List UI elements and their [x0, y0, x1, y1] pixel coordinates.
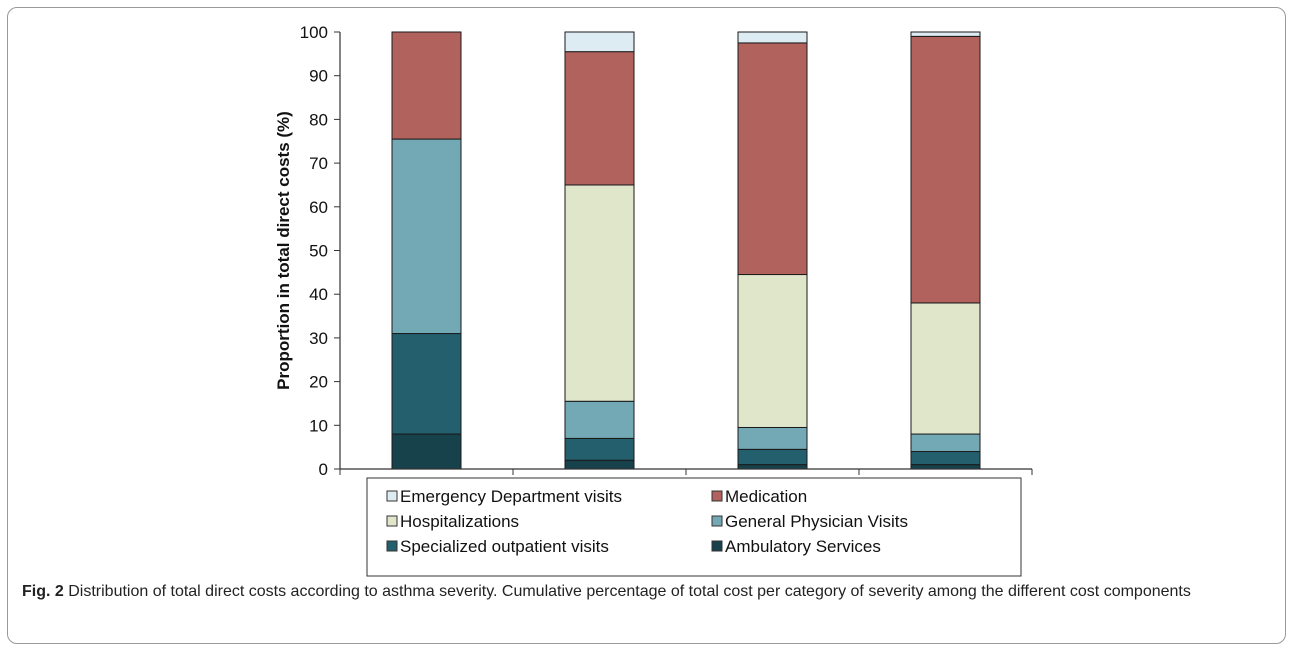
legend-label-hospitalizations: Hospitalizations — [400, 512, 519, 531]
legend-swatch-ambulatory-services — [711, 540, 723, 552]
bar-severe-persistent-emergency-department-visits — [910, 31, 981, 37]
caption-label: Fig. 2 — [22, 583, 64, 600]
bar-mild-intermitent-specialized-outpatient-visits — [391, 333, 462, 435]
legend-swatch-general-physician-visits — [711, 515, 723, 527]
caption-text: Distribution of total direct costs accor… — [63, 583, 1191, 600]
legend-label-specialized-outpatient-visits: Specialized outpatient visits — [400, 537, 609, 556]
bar-mild-persistent-general-physician-visits — [564, 400, 635, 439]
bar-severe-persistent-general-physician-visits — [910, 433, 981, 453]
bar-mild-persistent-hospitalizations — [564, 184, 635, 402]
y-tick-label-10: 10 — [309, 416, 328, 435]
legend-label-emergency-department-visits: Emergency Department visits — [400, 487, 622, 506]
legend: Emergency Department visits Medication Hos… — [366, 477, 1022, 577]
bar-mild-persistent-ambulatory-services — [564, 459, 635, 470]
legend-label-medication: Medication — [725, 487, 807, 506]
bar-severe-persistent-hospitalizations — [910, 302, 981, 435]
legend-label-general-physician-visits: General Physician Visits — [725, 512, 908, 531]
bar-mild-intermitent-ambulatory-services — [391, 433, 462, 470]
stacked-bar-chart: Mild IntermitentMild PersistentModerate … — [274, 23, 1033, 577]
y-tick-label-70: 70 — [309, 154, 328, 173]
bar-mild-persistent-specialized-outpatient-visits — [564, 437, 635, 461]
figure-caption: Fig. 2 Distribution of total direct cost… — [22, 580, 1267, 604]
bar-severe-persistent-specialized-outpatient-visits — [910, 451, 981, 466]
bar-moderate-persistent-ambulatory-services — [737, 464, 808, 470]
bar-moderate-persistent-hospitalizations — [737, 274, 808, 428]
bar-moderate-persistent-specialized-outpatient-visits — [737, 448, 808, 466]
bar-moderate-persistent-emergency-department-visits — [737, 31, 808, 44]
y-tick-label-20: 20 — [309, 373, 328, 392]
legend-swatch-specialized-outpatient-visits — [386, 540, 398, 552]
bar-moderate-persistent-general-physician-visits — [737, 426, 808, 450]
y-axis-title: Proportion in total direct costs (%) — [274, 111, 293, 390]
y-tick-label-30: 30 — [309, 329, 328, 348]
bar-moderate-persistent-medication — [737, 42, 808, 276]
bar-mild-intermitent-medication — [391, 31, 462, 140]
y-tick-label-40: 40 — [309, 285, 328, 304]
y-tick-label-80: 80 — [309, 110, 328, 129]
y-tick-label-50: 50 — [309, 242, 328, 261]
y-tick-label-100: 100 — [300, 23, 328, 42]
legend-swatch-medication — [711, 490, 723, 502]
bar-severe-persistent-ambulatory-services — [910, 464, 981, 470]
bar-mild-persistent-medication — [564, 51, 635, 186]
legend-box — [366, 477, 1022, 577]
y-tick-label-60: 60 — [309, 198, 328, 217]
legend-label-ambulatory-services: Ambulatory Services — [725, 537, 881, 556]
bar-mild-intermitent-general-physician-visits — [391, 138, 462, 335]
y-tick-label-90: 90 — [309, 67, 328, 86]
bar-mild-persistent-emergency-department-visits — [564, 31, 635, 53]
y-tick-label-0: 0 — [319, 460, 328, 479]
bars-group — [391, 31, 981, 470]
legend-swatch-hospitalizations — [386, 515, 398, 527]
legend-swatch-emergency-department-visits — [386, 490, 398, 502]
bar-severe-persistent-medication — [910, 35, 981, 304]
